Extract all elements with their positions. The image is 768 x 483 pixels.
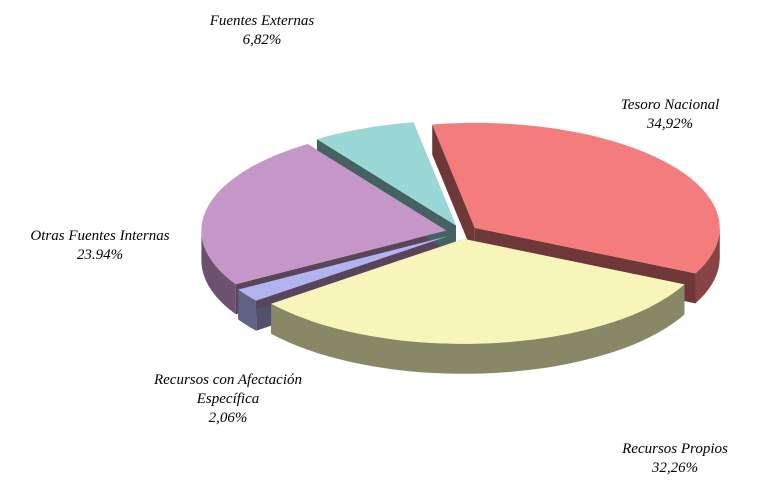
category-label: Tesoro Nacional (620, 97, 720, 113)
slice (238, 235, 449, 301)
slice-side (238, 289, 257, 331)
slice-side (271, 284, 685, 374)
value-label: 23.94% (76, 247, 124, 263)
category-label: Recursos con Afectación Específica (153, 372, 302, 407)
slice-label: Recursos Propios 32,26% (570, 440, 768, 478)
slice (271, 238, 685, 344)
slice-label: Recursos con Afectación Específica 2,06% (153, 371, 303, 428)
category-label: Recursos Propios (622, 441, 728, 457)
slice-wall (432, 124, 475, 258)
value-label: 6,82% (242, 32, 282, 48)
slice (317, 122, 456, 226)
slice-side (201, 230, 236, 315)
slice (432, 122, 720, 274)
slice-side (695, 227, 720, 304)
category-label: Fuentes Externas (209, 13, 315, 29)
slice-label: Otras Fuentes Internas 23.94% (0, 227, 200, 265)
value-label: 2,06% (208, 410, 248, 426)
value-label: 34,92% (646, 116, 694, 132)
category-label: Otras Fuentes Internas (30, 228, 170, 244)
slice (201, 144, 447, 285)
slice-label: Tesoro Nacional 34,92% (565, 96, 768, 134)
slice-label: Fuentes Externas 6,82% (162, 12, 362, 50)
value-label: 32,26% (651, 460, 699, 476)
